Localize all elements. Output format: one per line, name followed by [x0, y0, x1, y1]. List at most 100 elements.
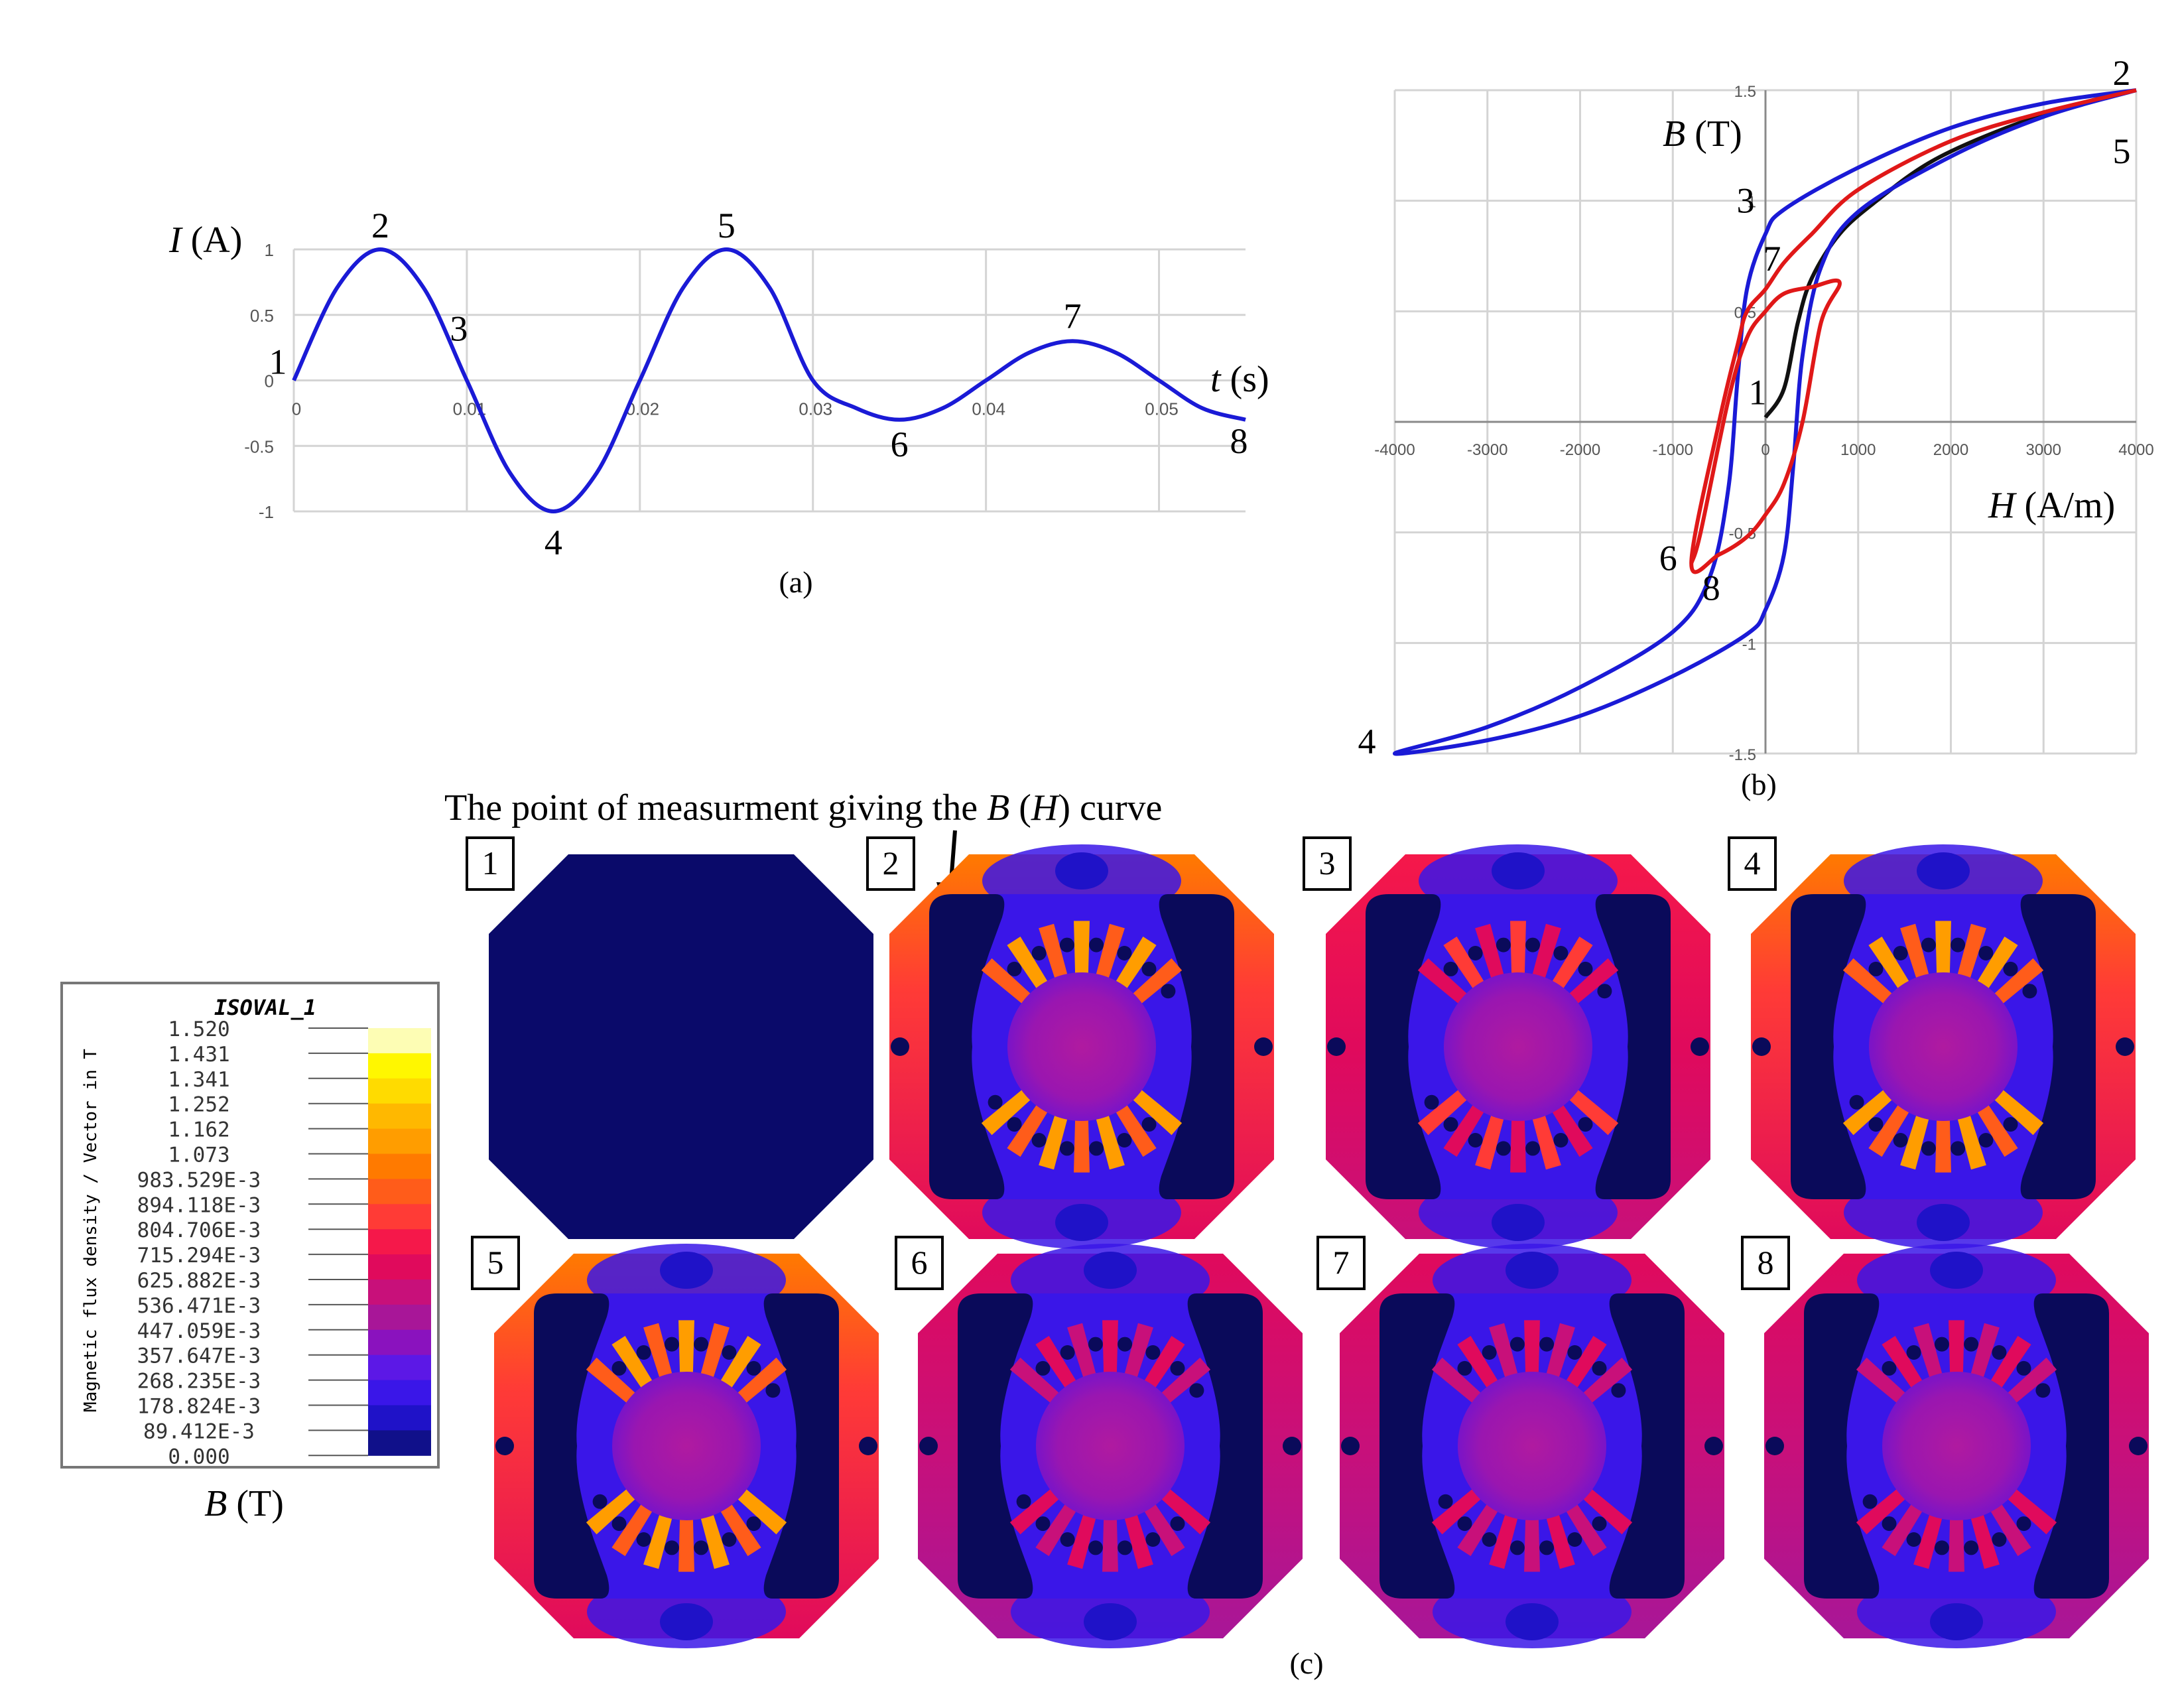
fem-snapshot-1: 1: [466, 836, 873, 1239]
snapshot-rotor-slot: [1578, 961, 1593, 976]
snapshot-rotor-tooth: [1417, 1089, 1468, 1136]
snapshot-rotor-slot: [1525, 1141, 1541, 1156]
chart-a-point-label: 8: [1230, 421, 1248, 461]
snapshot-bolt-hole: [1283, 1437, 1301, 1455]
snapshot-rotor-slot: [1496, 937, 1511, 953]
snapshot-rotor-slot: [1118, 1337, 1133, 1352]
chart-a-xtick-label: 0.03: [799, 399, 832, 419]
snapshot-rotor-slot: [1882, 1360, 1897, 1376]
snapshot-rotor-slot: [1893, 946, 1908, 960]
chart-b-xlabel: H (A/m): [1988, 485, 2115, 526]
snapshot-rotor-core: [1444, 972, 1592, 1121]
legend-color-swatch: [368, 1329, 431, 1356]
legend-color-swatch: [368, 1179, 431, 1205]
legend-color-swatch: [368, 1430, 431, 1456]
snapshot-flux-lobe: [1917, 852, 1970, 889]
snapshot-rotor-slot: [1921, 1141, 1936, 1156]
snapshot-rotor-tooth: [1009, 1488, 1060, 1535]
snapshot-rotor-tooth: [1475, 1114, 1504, 1170]
chart-b-tick-labels: -4000 -3000 -2000 -1000 0 1000 2000 3000 4000 -1.…: [1374, 83, 2153, 764]
snapshot-rotor-tooth: [586, 1488, 636, 1535]
snapshot-rotor-slot: [1141, 961, 1157, 976]
chart-b-series-line-3: [1689, 88, 2137, 574]
snapshot-rotor-tooth: [1074, 921, 1090, 974]
snapshot-rotor-tooth: [1102, 1320, 1118, 1374]
snapshot-flux-lobe: [1084, 1252, 1137, 1289]
snapshot-flux-lobe: [1492, 852, 1545, 889]
snapshot-right-slot: [2033, 1293, 2109, 1599]
snapshot-rotor-slot: [1007, 961, 1022, 976]
snapshot-rotor-tooth: [1900, 923, 1929, 979]
snapshot-rotor-tooth: [1994, 1089, 2044, 1136]
snapshot-flux-lobe: [1055, 1204, 1108, 1241]
snapshot-rotor-tooth: [1569, 1089, 1619, 1136]
snapshot-rotor-slot: [1849, 1094, 1864, 1110]
chart-b-point-label: 3: [1737, 181, 1755, 221]
snapshot-rotor-tooth: [1970, 1323, 2000, 1378]
snapshot-rotor-slot: [1992, 1345, 2007, 1360]
legend-level-value: 1.252: [168, 1093, 229, 1117]
snapshot-rotor-tooth: [1957, 923, 1986, 979]
panel-c-label: (c): [1289, 1646, 1323, 1680]
chart-b-xtick-label: 0: [1761, 441, 1769, 459]
snapshot-rotor-slot: [1951, 937, 1966, 953]
snapshot-rotor-slot: [1906, 1345, 1921, 1360]
snapshot-rotor-tooth: [1457, 1336, 1499, 1389]
chart-b-xtick-label: 2000: [1933, 441, 1968, 459]
chart-a-xlabel: t (s): [1210, 359, 1269, 400]
snapshot-label: 5: [487, 1244, 504, 1281]
snapshot-rotor-slot: [1978, 1133, 1994, 1148]
snapshot-rotor-tooth: [1565, 1336, 1607, 1389]
snapshot-label-box: [866, 836, 915, 891]
snapshot-label: 8: [1758, 1244, 1774, 1281]
legend-level-value: 447.059E-3: [137, 1319, 261, 1343]
snapshot-rotor-slot: [694, 1337, 709, 1352]
snapshot-rotor-slot: [1992, 1532, 2007, 1547]
snapshot-rotor-slot: [664, 1540, 679, 1555]
snapshot-rotor-slot: [1118, 1540, 1133, 1555]
snapshot-rotor-tooth: [1882, 1336, 1923, 1389]
snapshot-rotor-slot: [1934, 1337, 1949, 1352]
chart-b-point-label: 7: [1763, 239, 1781, 279]
chart-a-ytick-label: 1: [265, 240, 274, 260]
snapshot-rotor-tooth: [1143, 1336, 1185, 1389]
snapshot-rotor-slot: [1035, 1360, 1051, 1376]
chart-a-ytick-label: 0.5: [250, 306, 274, 326]
snapshot-flux-lobe: [1505, 1603, 1559, 1640]
legend-levels: 1.5201.4311.3411.2521.1621.073983.529E-3…: [137, 1018, 431, 1469]
chart-a-series-line: [292, 247, 1246, 514]
snapshot-rotor-slot: [2003, 961, 2018, 976]
snapshot-rotor-tooth: [1842, 1089, 1893, 1136]
snapshot-rotor-slot: [1060, 1532, 1075, 1547]
snapshot-rotor-tooth: [1990, 1503, 2031, 1556]
legend-color-swatch: [368, 1128, 431, 1154]
legend-level-value: 268.235E-3: [137, 1370, 261, 1394]
snapshot-rotor-tooth: [1913, 1323, 1943, 1378]
snapshot-rotor-tooth: [1990, 1336, 2031, 1389]
snapshot-label: 2: [883, 844, 899, 882]
chart-b-point-label: 1: [1749, 372, 1767, 412]
snapshot-rotor-slot: [1117, 946, 1132, 960]
snapshot-rotor-slot: [1088, 1540, 1103, 1555]
snapshot-rotor-tooth: [1443, 1104, 1485, 1157]
snapshot-rotor-slot: [1509, 1337, 1525, 1352]
snapshot-rotor-tooth: [1132, 1089, 1183, 1136]
snapshot-rotor-tooth: [1143, 1503, 1185, 1556]
snapshot-rotor-tooth: [1856, 1488, 1906, 1535]
snapshot-rotor-slot: [1468, 1133, 1483, 1148]
snapshot-rotor-tooth: [1074, 1119, 1090, 1173]
snapshot-rotor-slot: [722, 1532, 737, 1547]
snapshot-rotor-slot: [1035, 1516, 1051, 1532]
chart-a-point-label: 4: [544, 523, 562, 562]
snapshot-rotor-tooth: [720, 1503, 761, 1556]
snapshot-label: 6: [911, 1244, 928, 1281]
snapshot-rotor-tooth: [1510, 1119, 1526, 1173]
snapshot-rotor-tooth: [1096, 1114, 1125, 1170]
snapshot-rotor-slot: [1060, 1345, 1075, 1360]
legend-level-value: 89.412E-3: [143, 1419, 255, 1443]
snapshot-rotor-slot: [1031, 946, 1047, 960]
legend-color-swatch: [368, 1354, 431, 1381]
snapshot-rotor-tooth: [1949, 1518, 1964, 1572]
snapshot-left-slot: [929, 894, 1005, 1199]
snapshot-rotor-tooth: [1532, 1114, 1561, 1170]
